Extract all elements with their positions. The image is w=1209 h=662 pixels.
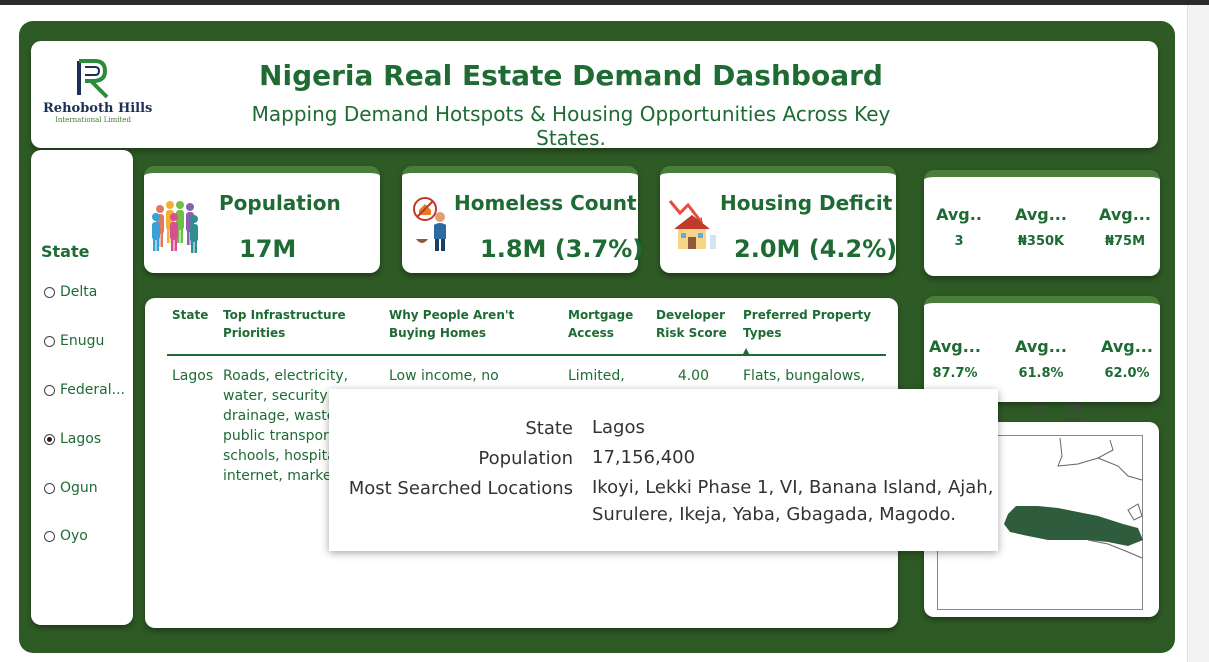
column-header-property-types[interactable]: Preferred Property Types ▲: [743, 306, 883, 360]
radio-icon: [44, 385, 55, 396]
avg-value: 62.0%: [1092, 366, 1162, 381]
avg-top-2: Avg... ₦350K: [1006, 205, 1076, 249]
slicer-item-label: Enugu: [60, 333, 104, 349]
slicer-item-ogun[interactable]: Ogun: [44, 480, 98, 496]
header-card: Rehoboth Hills International Limited Nig…: [31, 41, 1158, 148]
averages-bottom-card: Avg... 87.7% Avg... 61.8% Avg... 62.0%: [924, 296, 1160, 402]
cell-mortgage: Limited,: [568, 366, 648, 386]
column-header-mortgage[interactable]: Mortgage Access: [568, 306, 648, 342]
homeless-person-icon: [408, 195, 458, 255]
company-logo: Rehoboth Hills International Limited: [43, 57, 143, 127]
avg-bottom-2: Avg... 61.8%: [1006, 337, 1076, 381]
cell-property-types: Flats, bungalows,: [743, 366, 883, 386]
avg-name: Avg...: [1006, 205, 1076, 224]
page-scrollbar[interactable]: [1187, 5, 1209, 662]
cell-state: Lagos: [172, 366, 217, 386]
people-group-icon: [150, 195, 200, 255]
slicer-item-label: Delta: [60, 284, 97, 300]
avg-name: Avg..: [924, 205, 994, 224]
page-title: Nigeria Real Estate Demand Dashboard: [231, 59, 911, 92]
avg-top-1: Avg.. 3: [924, 205, 994, 249]
header-divider: [167, 354, 886, 356]
avg-value: ₦350K: [1006, 234, 1076, 249]
logo-company-name: Rehoboth Hills: [43, 101, 143, 116]
kpi-population-label: Population: [219, 191, 341, 215]
slicer-title: State: [41, 242, 89, 261]
house-decline-icon: [666, 195, 720, 255]
cell-risk-score: 4.00: [656, 366, 709, 386]
column-header-state[interactable]: State: [172, 306, 217, 324]
tooltip-locations-value-1: Ikoyi, Lekki Phase 1, VI, Banana Island,…: [592, 474, 993, 501]
avg-name: Avg...: [920, 337, 990, 356]
kpi-deficit-value: 2.0M (4.2%): [734, 235, 897, 263]
slicer-item-oyo[interactable]: Oyo: [44, 528, 88, 544]
kpi-homeless-label: Homeless Count: [454, 191, 637, 215]
sort-ascending-icon: ▲: [743, 342, 883, 360]
kpi-homeless-card: Homeless Count 1.8M (3.7%): [402, 166, 638, 273]
avg-bottom-1: Avg... 87.7%: [920, 337, 990, 381]
avg-bottom-3: Avg... 62.0%: [1092, 337, 1162, 381]
avg-name: Avg...: [1090, 205, 1160, 224]
avg-value: 87.7%: [920, 366, 990, 381]
window-top-bar: [0, 0, 1209, 5]
kpi-population-value: 17M: [239, 235, 296, 263]
tooltip-population-key: Population: [478, 448, 573, 469]
slicer-item-label: Oyo: [60, 528, 88, 544]
slicer-item-label: Ogun: [60, 480, 98, 496]
tooltip-locations-value-2: Surulere, Ikeja, Yaba, Gbagada, Magodo.: [592, 501, 956, 528]
radio-icon: [44, 336, 55, 347]
slicer-item-lagos[interactable]: Lagos: [44, 431, 101, 447]
tooltip-state-value: Lagos: [592, 414, 645, 441]
slicer-item-delta[interactable]: Delta: [44, 284, 97, 300]
avg-name: Avg...: [1006, 337, 1076, 356]
avg-top-3: Avg... ₦75M: [1090, 205, 1160, 249]
state-slicer: State Delta Enugu Federal... Lagos Ogun …: [31, 150, 133, 625]
kpi-population-card: Population 17M: [144, 166, 380, 273]
tooltip-population-value: 17,156,400: [592, 444, 695, 471]
logo-mark-icon: [73, 57, 113, 99]
avg-value: 61.8%: [1006, 366, 1076, 381]
kpi-homeless-value: 1.8M (3.7%): [480, 235, 643, 263]
avg-name: Avg...: [1092, 337, 1162, 356]
radio-icon: [44, 287, 55, 298]
tooltip-state-key: State: [525, 418, 573, 439]
avg-value: ₦75M: [1090, 234, 1160, 249]
map-tooltip: State Lagos Population 17,156,400 Most S…: [329, 389, 998, 551]
column-header-why-not-buying[interactable]: Why People Aren't Buying Homes: [389, 306, 561, 342]
avg-value: 3: [924, 234, 994, 249]
radio-selected-icon: [44, 434, 55, 445]
column-header-infrastructure[interactable]: Top Infrastructure Priorities: [223, 306, 383, 342]
averages-top-card: Avg.. 3 Avg... ₦350K Avg... ₦75M: [924, 170, 1160, 276]
tooltip-locations-key: Most Searched Locations: [349, 478, 573, 499]
cell-why-not-buying: Low income, no: [389, 366, 561, 386]
radio-icon: [44, 483, 55, 494]
slicer-item-enugu[interactable]: Enugu: [44, 333, 104, 349]
kpi-deficit-label: Housing Deficit: [720, 191, 892, 215]
slicer-item-label: Federal...: [60, 382, 125, 398]
logo-company-sub: International Limited: [43, 116, 143, 124]
page-subtitle: Mapping Demand Hotspots & Housing Opport…: [231, 102, 911, 150]
radio-icon: [44, 531, 55, 542]
kpi-deficit-card: Housing Deficit 2.0M (4.2%): [660, 166, 896, 273]
column-header-risk-score[interactable]: Developer Risk Score: [656, 306, 736, 342]
slicer-item-label: Lagos: [60, 431, 101, 447]
slicer-item-federal[interactable]: Federal...: [44, 382, 125, 398]
column-header-label: Preferred Property Types: [743, 308, 871, 340]
